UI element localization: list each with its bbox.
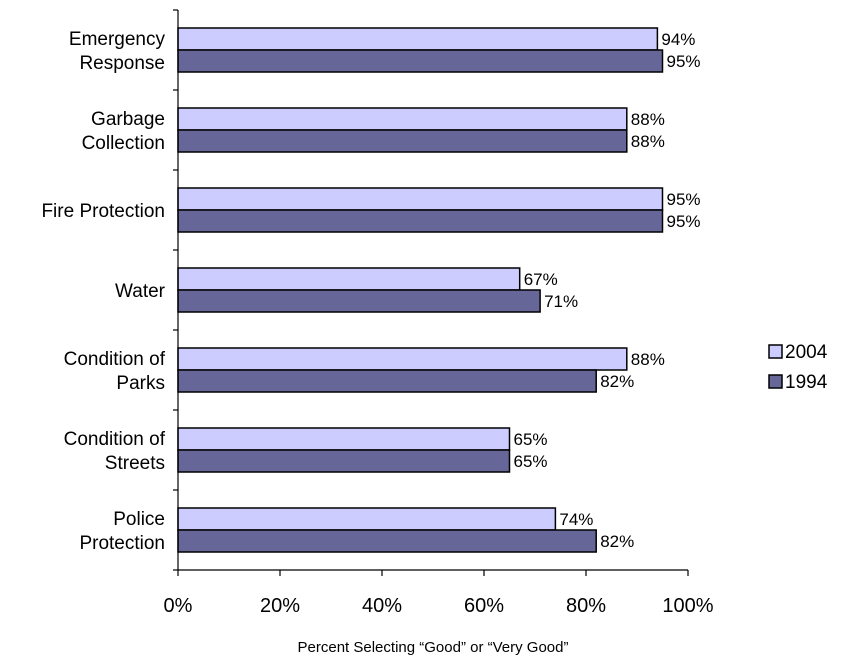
category-label: Streets	[105, 453, 165, 474]
bar-2004-5	[177, 427, 511, 451]
category-label: Water	[115, 281, 166, 302]
x-axis-title: Percent Selecting “Good” or “Very Good”	[298, 639, 569, 656]
data-label-1994-6: 82%	[600, 532, 634, 551]
bar-2004-1	[177, 107, 628, 131]
bar-2004-3	[177, 267, 521, 291]
category-label: Emergency	[69, 29, 166, 50]
bar-1994-5	[177, 449, 511, 473]
category-label: Condition of	[64, 429, 166, 450]
bar-2004-0	[177, 27, 659, 51]
x-tick-label: 80%	[566, 595, 606, 617]
bar-1994-0	[177, 49, 664, 73]
data-label-1994-1: 88%	[631, 132, 665, 151]
data-label-1994-0: 95%	[667, 52, 701, 71]
legend: 2004 1994	[768, 342, 828, 393]
bar-1994-2	[177, 209, 664, 233]
data-label-1994-2: 95%	[667, 212, 701, 231]
bar-1994-6	[177, 529, 597, 553]
data-label-2004-1: 88%	[631, 110, 665, 129]
data-label-1994-4: 82%	[600, 372, 634, 391]
bar-1994-1	[177, 129, 628, 153]
bar-2004-4	[177, 347, 628, 371]
data-label-2004-4: 88%	[631, 350, 665, 369]
category-label: Condition of	[64, 349, 166, 370]
data-label-2004-5: 65%	[514, 430, 548, 449]
data-label-2004-3: 67%	[524, 270, 558, 289]
data-label-2004-0: 94%	[661, 30, 695, 49]
bar-2004-2	[177, 187, 664, 211]
bar-1994-3	[177, 289, 541, 313]
data-label-2004-2: 95%	[667, 190, 701, 209]
axes-layer: 0% 20% 40% 60% 80% 100%	[164, 9, 714, 617]
category-label: Response	[79, 53, 165, 74]
x-tick-label: 0%	[164, 595, 193, 617]
x-tick-label: 60%	[464, 595, 504, 617]
data-label-2004-6: 74%	[559, 510, 593, 529]
category-label: Collection	[82, 133, 165, 154]
bar-2004-6	[177, 507, 557, 531]
category-label: Fire Protection	[41, 201, 165, 222]
legend-swatch-2004	[768, 344, 783, 359]
category-label: Protection	[79, 533, 165, 554]
x-tick-label: 100%	[662, 595, 713, 617]
category-label: Garbage	[91, 109, 165, 130]
bar-1994-4	[177, 369, 597, 393]
data-label-1994-5: 65%	[514, 452, 548, 471]
x-tick-label: 40%	[362, 595, 402, 617]
legend-label-2004: 2004	[785, 342, 828, 363]
bars-layer	[177, 27, 664, 553]
category-label: Police	[113, 509, 165, 530]
x-tick-label: 20%	[260, 595, 300, 617]
legend-swatch-1994	[768, 374, 783, 389]
labels-layer: 94% 95% Emergency Response 88% 88% Garbage Coll…	[41, 29, 700, 554]
category-label: Parks	[116, 373, 165, 394]
data-label-1994-3: 71%	[544, 292, 578, 311]
legend-label-1994: 1994	[785, 372, 828, 393]
